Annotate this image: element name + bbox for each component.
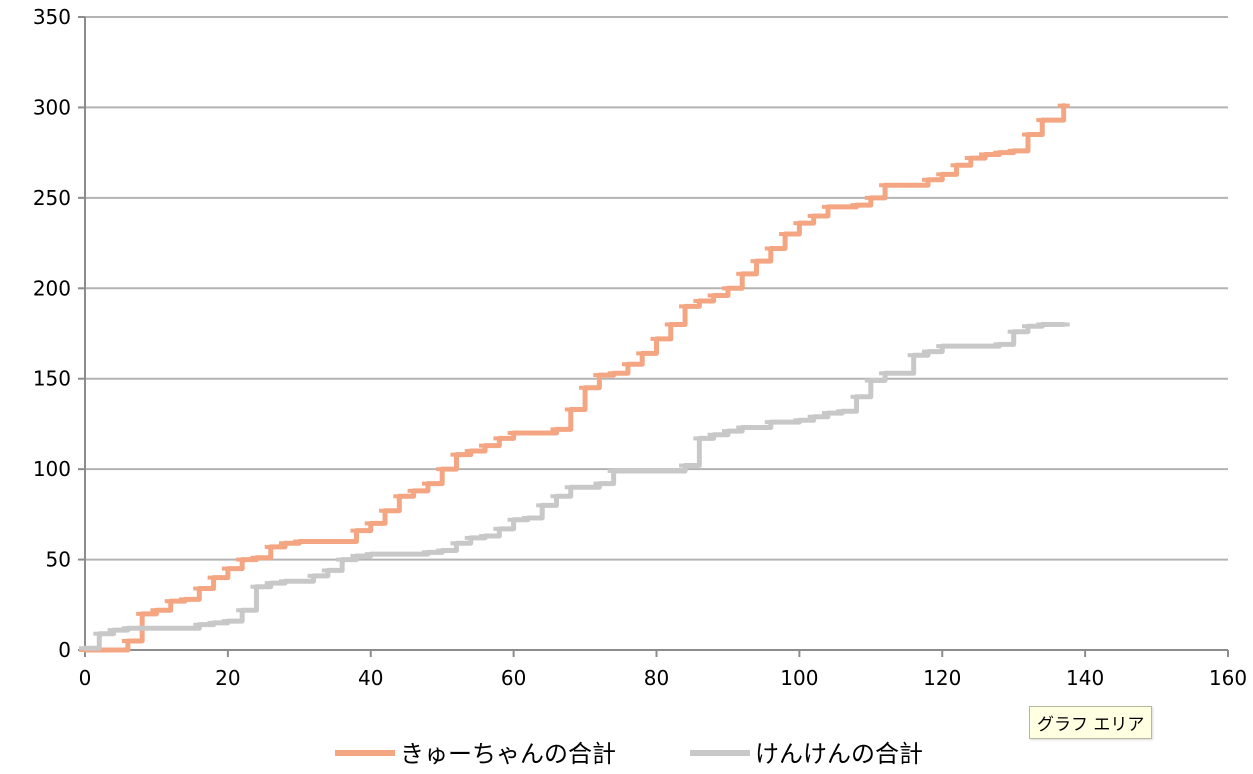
x-tick-label: 160 (1209, 666, 1247, 690)
tooltip-text: グラフ エリア (1037, 715, 1145, 735)
y-tick-label: 250 (33, 186, 71, 210)
legend-item-1[interactable]: きゅーちゃんの合計 (335, 740, 616, 768)
chart-area-tooltip: グラフ エリア (1029, 706, 1153, 739)
x-tick-label: 120 (923, 666, 961, 690)
x-tick-label: 140 (1066, 666, 1104, 690)
y-tick-label: 350 (33, 5, 71, 29)
legend-item-2[interactable]: けんけんの合計 (690, 740, 923, 768)
x-tick-label: 60 (501, 666, 526, 690)
legend-label: きゅーちゃんの合計 (400, 740, 616, 768)
data-series (79, 103, 1070, 653)
x-tick-label: 0 (79, 666, 92, 690)
series-2[interactable] (79, 321, 1070, 651)
x-tick-label: 80 (644, 666, 669, 690)
x-tick-label: 100 (780, 666, 818, 690)
y-tick-label: 300 (33, 95, 71, 119)
x-tick-label: 40 (358, 666, 383, 690)
tick-labels: 0 50 100 150 200 250 300 350 0 20 40 60 80 100 120 140 1… (33, 5, 1247, 690)
legend[interactable]: きゅーちゃんの合計 けんけんの合計 (335, 740, 923, 768)
y-tick-label: 150 (33, 367, 71, 391)
y-tick-label: 100 (33, 457, 71, 481)
y-tick-label: 50 (46, 548, 71, 572)
series-1[interactable] (79, 103, 1070, 653)
legend-label: けんけんの合計 (755, 740, 923, 768)
y-tick-label: 200 (33, 276, 71, 300)
x-tick-label: 20 (215, 666, 240, 690)
y-tick-label: 0 (58, 638, 71, 662)
